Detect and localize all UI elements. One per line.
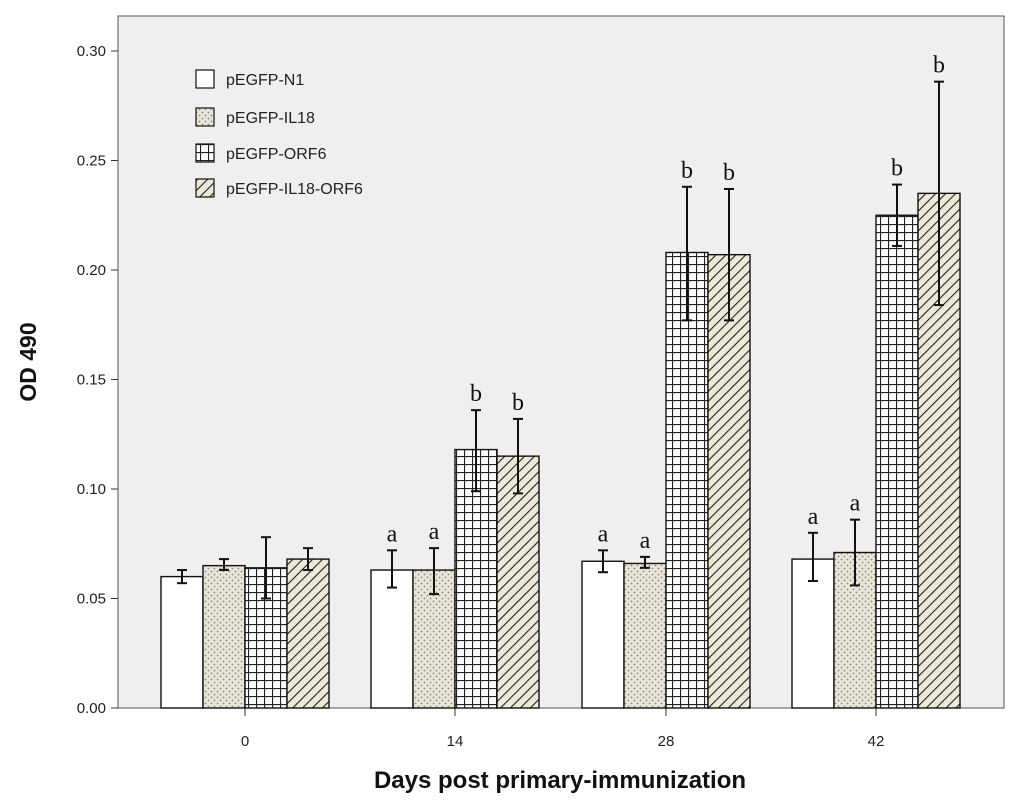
y-tick-label: 0.00 — [77, 700, 106, 717]
x-axis: 0 14 28 42 — [241, 708, 885, 750]
y-tick-label: 0.25 — [77, 153, 106, 170]
legend-swatch-pegfp-orf6 — [195, 143, 215, 163]
bar-pegfp-n1-day-28 — [581, 560, 625, 709]
error-bars — [177, 80, 944, 600]
x-tick-label: 42 — [868, 733, 885, 750]
y-tick-label: 0.30 — [77, 43, 106, 60]
significance-labels: a a a a a a b b b b b b — [387, 53, 945, 554]
x-tick-label: 28 — [658, 733, 675, 750]
legend-label-pegfp-il18-orf6: pEGFP-IL18-ORF6 — [226, 181, 363, 198]
bar-pegfp-il18-day-0 — [202, 564, 246, 709]
significance-label: a — [808, 504, 819, 530]
significance-label: a — [387, 521, 398, 547]
bar-pegfp-orf6-day-42 — [875, 214, 919, 709]
x-tick-label: 14 — [447, 733, 464, 750]
y-tick-label: 0.15 — [77, 372, 106, 389]
y-axis: 0.00 0.05 0.10 0.15 0.20 0.25 0.30 — [77, 43, 118, 717]
significance-label: b — [470, 381, 482, 407]
y-tick-label: 0.10 — [77, 481, 106, 498]
significance-label: b — [933, 53, 945, 79]
significance-label: a — [429, 519, 440, 545]
significance-label: b — [723, 160, 735, 186]
bar-pegfp-n1-day-0 — [160, 575, 204, 709]
legend-label-pegfp-il18: pEGFP-IL18 — [226, 110, 315, 127]
bar-pegfp-n1-day-42 — [791, 558, 835, 709]
significance-label: a — [598, 521, 609, 547]
legend-swatch-pegfp-n1 — [195, 69, 215, 89]
bar-pegfp-il18-day-28 — [623, 562, 667, 709]
y-tick-label: 0.20 — [77, 262, 106, 279]
legend: pEGFP-N1 pEGFP-IL18 pEGFP-ORF6 pEGFP-IL18-O… — [195, 69, 363, 198]
bar-pegfp-n1-day-14 — [370, 569, 414, 709]
bar-pegfp-orf6-day-28 — [665, 251, 709, 709]
x-tick-label: 0 — [241, 733, 249, 750]
y-tick-label: 0.05 — [77, 591, 106, 608]
y-axis-title: OD 490 — [15, 322, 41, 401]
bar-pegfp-orf6-day-14 — [454, 448, 498, 709]
significance-label: a — [640, 528, 651, 554]
significance-label: a — [850, 491, 861, 517]
legend-swatch-pegfp-il18-orf6 — [195, 178, 215, 198]
significance-label: b — [891, 156, 903, 182]
significance-label: b — [681, 158, 693, 184]
bar-pegfp-il18-orf6-day-0 — [286, 558, 330, 709]
bar-pegfp-il18-orf6-day-14 — [496, 455, 540, 709]
bar-pegfp-il18-orf6-day-28 — [707, 253, 751, 709]
legend-swatch-pegfp-il18 — [195, 107, 215, 127]
legend-label-pegfp-orf6: pEGFP-ORF6 — [226, 146, 327, 163]
x-axis-title: Days post primary-immunization — [374, 767, 746, 794]
significance-label: b — [512, 390, 524, 416]
legend-label-pegfp-n1: pEGFP-N1 — [226, 72, 304, 89]
